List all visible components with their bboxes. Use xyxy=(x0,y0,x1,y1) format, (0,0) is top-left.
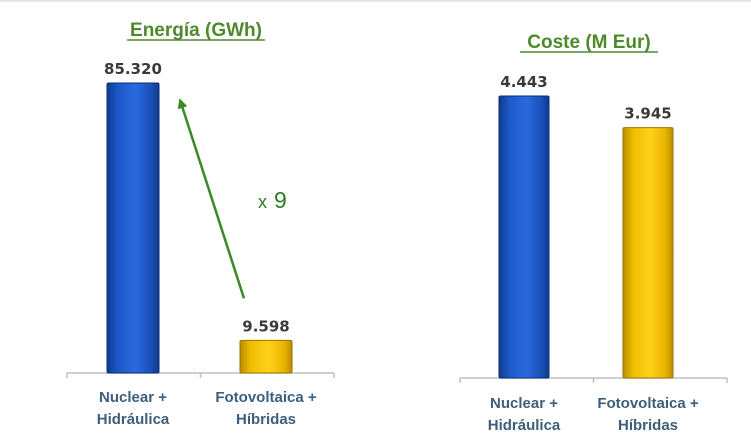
chart1-category-label-2-line-1: Fotovoltaica + xyxy=(215,389,317,406)
chart2-title: Coste (M Eur) xyxy=(527,32,651,53)
chart1-category-label-2-line-2: Híbridas xyxy=(236,411,296,428)
chart1-growth-arrow xyxy=(177,98,246,299)
chart2-bar-1 xyxy=(498,95,550,379)
chart1-value-label-2: 9.598 xyxy=(242,317,289,335)
chart1-category-label-1-line-2: Hidráulica xyxy=(97,411,170,428)
chart1-value-label-1: 85.320 xyxy=(104,60,162,78)
chart2-category-label-1-line-2: Hidráulica xyxy=(488,417,561,434)
chart2-value-label-2: 3.945 xyxy=(624,105,671,123)
chart2-value-label-1: 4.443 xyxy=(500,73,547,91)
chart1-title: Energía (GWh) xyxy=(130,20,262,41)
chart1-bar-2 xyxy=(239,339,293,374)
top-divider xyxy=(0,0,751,2)
chart1-bar-1 xyxy=(106,82,160,374)
chart2-category-label-1-line-1: Nuclear + xyxy=(490,395,558,412)
chart2-bar-2 xyxy=(622,127,674,379)
chart1-category-label-1-line-1: Nuclear + xyxy=(99,389,167,406)
chart1-multiplier-prefix: x xyxy=(258,192,267,212)
chart2-category-label-2-line-2: Híbridas xyxy=(618,417,678,434)
chart2-category-label-2-line-1: Fotovoltaica + xyxy=(597,395,699,412)
chart1-multiplier-value: 9 xyxy=(274,187,287,213)
